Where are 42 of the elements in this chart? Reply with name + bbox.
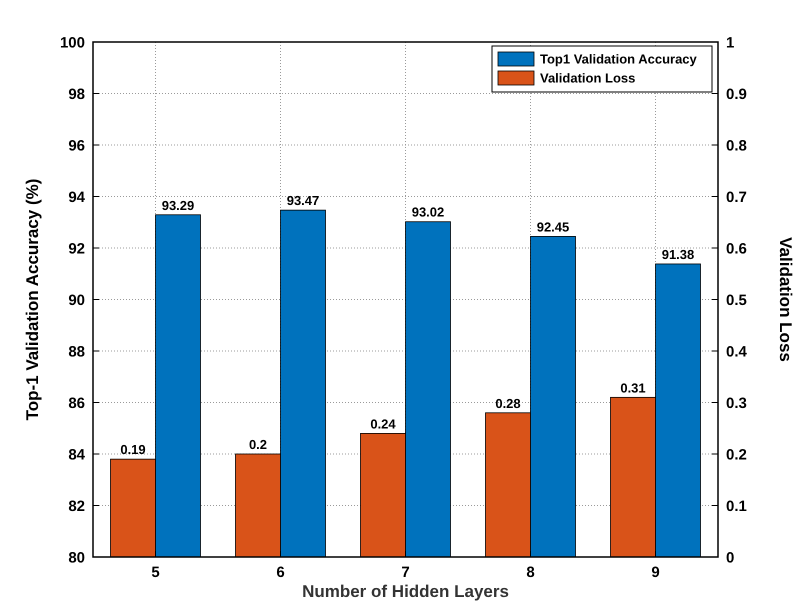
y2-axis-title: Validation Loss (776, 237, 795, 362)
x-tick-label: 7 (401, 564, 410, 581)
y-tick-label: 80 (68, 549, 85, 566)
y-tick-label: 92 (68, 240, 85, 258)
data-label: 0.31 (620, 380, 646, 396)
y2-tick-label: 0.1 (726, 498, 747, 515)
y2-tick-label: 0.6 (726, 240, 747, 258)
data-label: 0.24 (370, 416, 396, 432)
y-tick-label: 88 (68, 343, 85, 360)
y-axis-title: Top-1 Validation Accuracy (%) (23, 178, 42, 420)
y2-tick-label: 1 (726, 34, 734, 52)
x-tick-label: 8 (526, 564, 535, 581)
y-tick-label: 94 (68, 188, 86, 206)
data-label: 0.2 (248, 437, 268, 452)
y-tick-label: 98 (68, 86, 85, 103)
x-tick-label: 5 (151, 564, 160, 581)
y2-tick-label: 0.2 (726, 446, 747, 464)
y2-tick-label: 0.7 (726, 188, 747, 206)
data-label: 91.38 (662, 246, 694, 262)
y-tick-label: 84 (68, 446, 86, 464)
legend-label: Top1 Validation Accuracy (540, 52, 698, 67)
y-tick-label: 100 (60, 34, 85, 52)
y-tick-label: 90 (68, 292, 85, 309)
x-tick-label: 9 (651, 564, 660, 581)
y2-tick-label: 0.5 (726, 292, 747, 309)
data-label: 0.19 (120, 442, 146, 458)
y-tick-label: 82 (68, 498, 85, 515)
y2-tick-label: 0.8 (726, 137, 747, 154)
y-tick-label: 86 (68, 394, 85, 412)
data-label: 93.29 (162, 198, 194, 213)
y2-tick-label: 0.3 (726, 394, 747, 412)
y2-tick-label: 0.9 (726, 86, 747, 103)
y-tick-label: 96 (68, 137, 85, 154)
data-label: 92.45 (536, 219, 570, 234)
data-label: 0.28 (495, 396, 521, 411)
data-label: 93.02 (412, 204, 444, 220)
x-axis-title: Number of Hidden Layers (302, 582, 509, 601)
data-label: 93.47 (286, 193, 320, 208)
x-tick-label: 6 (276, 564, 285, 581)
legend-label: Validation Loss (540, 70, 636, 86)
y2-tick-label: 0.4 (726, 343, 748, 360)
y2-tick-label: 0 (726, 549, 734, 566)
